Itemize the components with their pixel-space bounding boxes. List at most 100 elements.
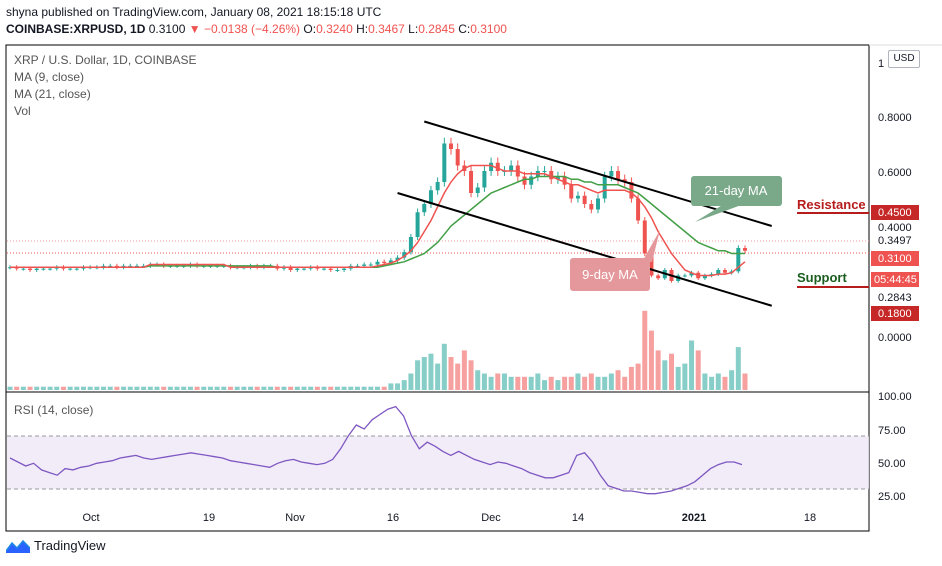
price-tags: 0.4500 0.3497 0.3100 05:44:45 0.2843 0.1… [871, 205, 919, 321]
volume-bar [669, 353, 674, 390]
low-label: L: [408, 22, 419, 36]
symbol: COINBASE:XRPUSD, 1D [6, 22, 146, 36]
candle-body [28, 268, 33, 270]
candle-body [602, 176, 607, 199]
volume-bar [341, 386, 347, 390]
volume-bar [14, 386, 20, 390]
candle-body [529, 176, 534, 185]
volume-bar [288, 386, 294, 390]
candle-body [402, 252, 407, 258]
volume-bar [134, 386, 140, 390]
candle-body [435, 182, 440, 191]
volume-bar [381, 386, 387, 390]
x-tick-label: 16 [387, 512, 399, 524]
candle-body [482, 171, 487, 188]
last-price: 0.3100 [148, 22, 186, 36]
volume-bar [608, 373, 614, 390]
price-change: −0.0138 (−4.26%) [203, 22, 301, 36]
footer-brand[interactable]: TradingView [6, 538, 106, 553]
candle-body [736, 248, 741, 272]
volume-bar [455, 363, 461, 390]
candle-body [469, 171, 474, 193]
candle-body [722, 270, 727, 273]
volume-bar [729, 370, 735, 390]
volume-bar [481, 373, 487, 390]
volume-bar [207, 386, 213, 390]
volume-bar [675, 366, 681, 390]
volume-bar [301, 386, 307, 390]
candle-body [355, 265, 360, 267]
volume-bar [348, 386, 354, 390]
volume-bar [702, 373, 708, 390]
tag-support-price: 0.1800 [878, 308, 912, 320]
candle-body [34, 268, 39, 270]
volume-bars [7, 310, 748, 390]
ohlc-line: COINBASE:XRPUSD, 1D 0.3100 ▼ −0.0138 (−4… [6, 22, 507, 36]
volume-bar [635, 363, 641, 390]
y-tick-label: 0.0000 [878, 332, 912, 344]
rsi-tick-label: 100.00 [878, 391, 912, 403]
candle-body [555, 176, 560, 180]
candle-body [455, 149, 460, 166]
down-arrow-icon: ▼ [188, 22, 201, 36]
legend-ma9[interactable]: MA (9, close) [14, 70, 85, 84]
volume-bar [201, 386, 207, 390]
volume-bar [528, 376, 534, 390]
volume-bar [328, 386, 334, 390]
volume-bar [468, 360, 474, 390]
candle-body [636, 198, 641, 221]
x-tick-label: Dec [481, 512, 501, 524]
volume-bar [715, 373, 721, 390]
resistance-label: Resistance [797, 197, 866, 212]
volume-bar [408, 373, 414, 390]
volume-bar [248, 386, 254, 390]
volume-bar [642, 310, 648, 390]
candle-body [542, 171, 547, 172]
rsi-tick-label: 25.00 [878, 491, 906, 503]
volume-bar [508, 376, 514, 390]
volume-bar [141, 386, 147, 390]
candle-body [382, 261, 387, 264]
rsi-band [7, 436, 869, 489]
tag-low-price: 0.2843 [878, 292, 912, 304]
volume-bar [314, 386, 320, 390]
volume-bar [47, 386, 53, 390]
rsi-tick-label: 50.00 [878, 458, 906, 470]
trendline-lower [397, 192, 773, 307]
volume-bar [461, 350, 467, 390]
open-label: O: [303, 22, 317, 36]
volume-bar [34, 386, 40, 390]
volume-bar [695, 350, 701, 390]
candle-body [322, 268, 327, 270]
volume-bar [40, 386, 46, 390]
support-label: Support [797, 270, 847, 285]
volume-bar [628, 366, 634, 390]
candle-body [475, 187, 480, 193]
x-tick-label: Oct [82, 512, 99, 524]
candle-body [642, 220, 647, 254]
legend-ma21[interactable]: MA (21, close) [14, 87, 91, 101]
volume-bar [274, 386, 280, 390]
legend-rsi[interactable]: RSI (14, close) [14, 403, 94, 417]
volume-bar [127, 386, 133, 390]
legend-title[interactable]: XRP / U.S. Dollar, 1D, COINBASE [14, 53, 197, 67]
volume-bar [74, 386, 80, 390]
candle-body [449, 143, 453, 149]
y-tick-label: 0.6000 [878, 167, 912, 179]
volume-bar [54, 386, 60, 390]
currency-button[interactable]: USD [888, 50, 920, 68]
low-value: 0.2845 [418, 22, 455, 36]
legend-vol[interactable]: Vol [14, 104, 31, 118]
candle-body [509, 165, 514, 171]
volume-bar [87, 386, 93, 390]
volume-bar [354, 386, 360, 390]
volume-bar [60, 386, 66, 390]
candle-body [428, 190, 433, 204]
close-label: C: [458, 22, 471, 36]
volume-bar [501, 373, 507, 390]
volume-bar [582, 376, 588, 390]
volume-bar [595, 376, 601, 390]
candle-body [743, 248, 747, 251]
candle-body [575, 195, 580, 199]
